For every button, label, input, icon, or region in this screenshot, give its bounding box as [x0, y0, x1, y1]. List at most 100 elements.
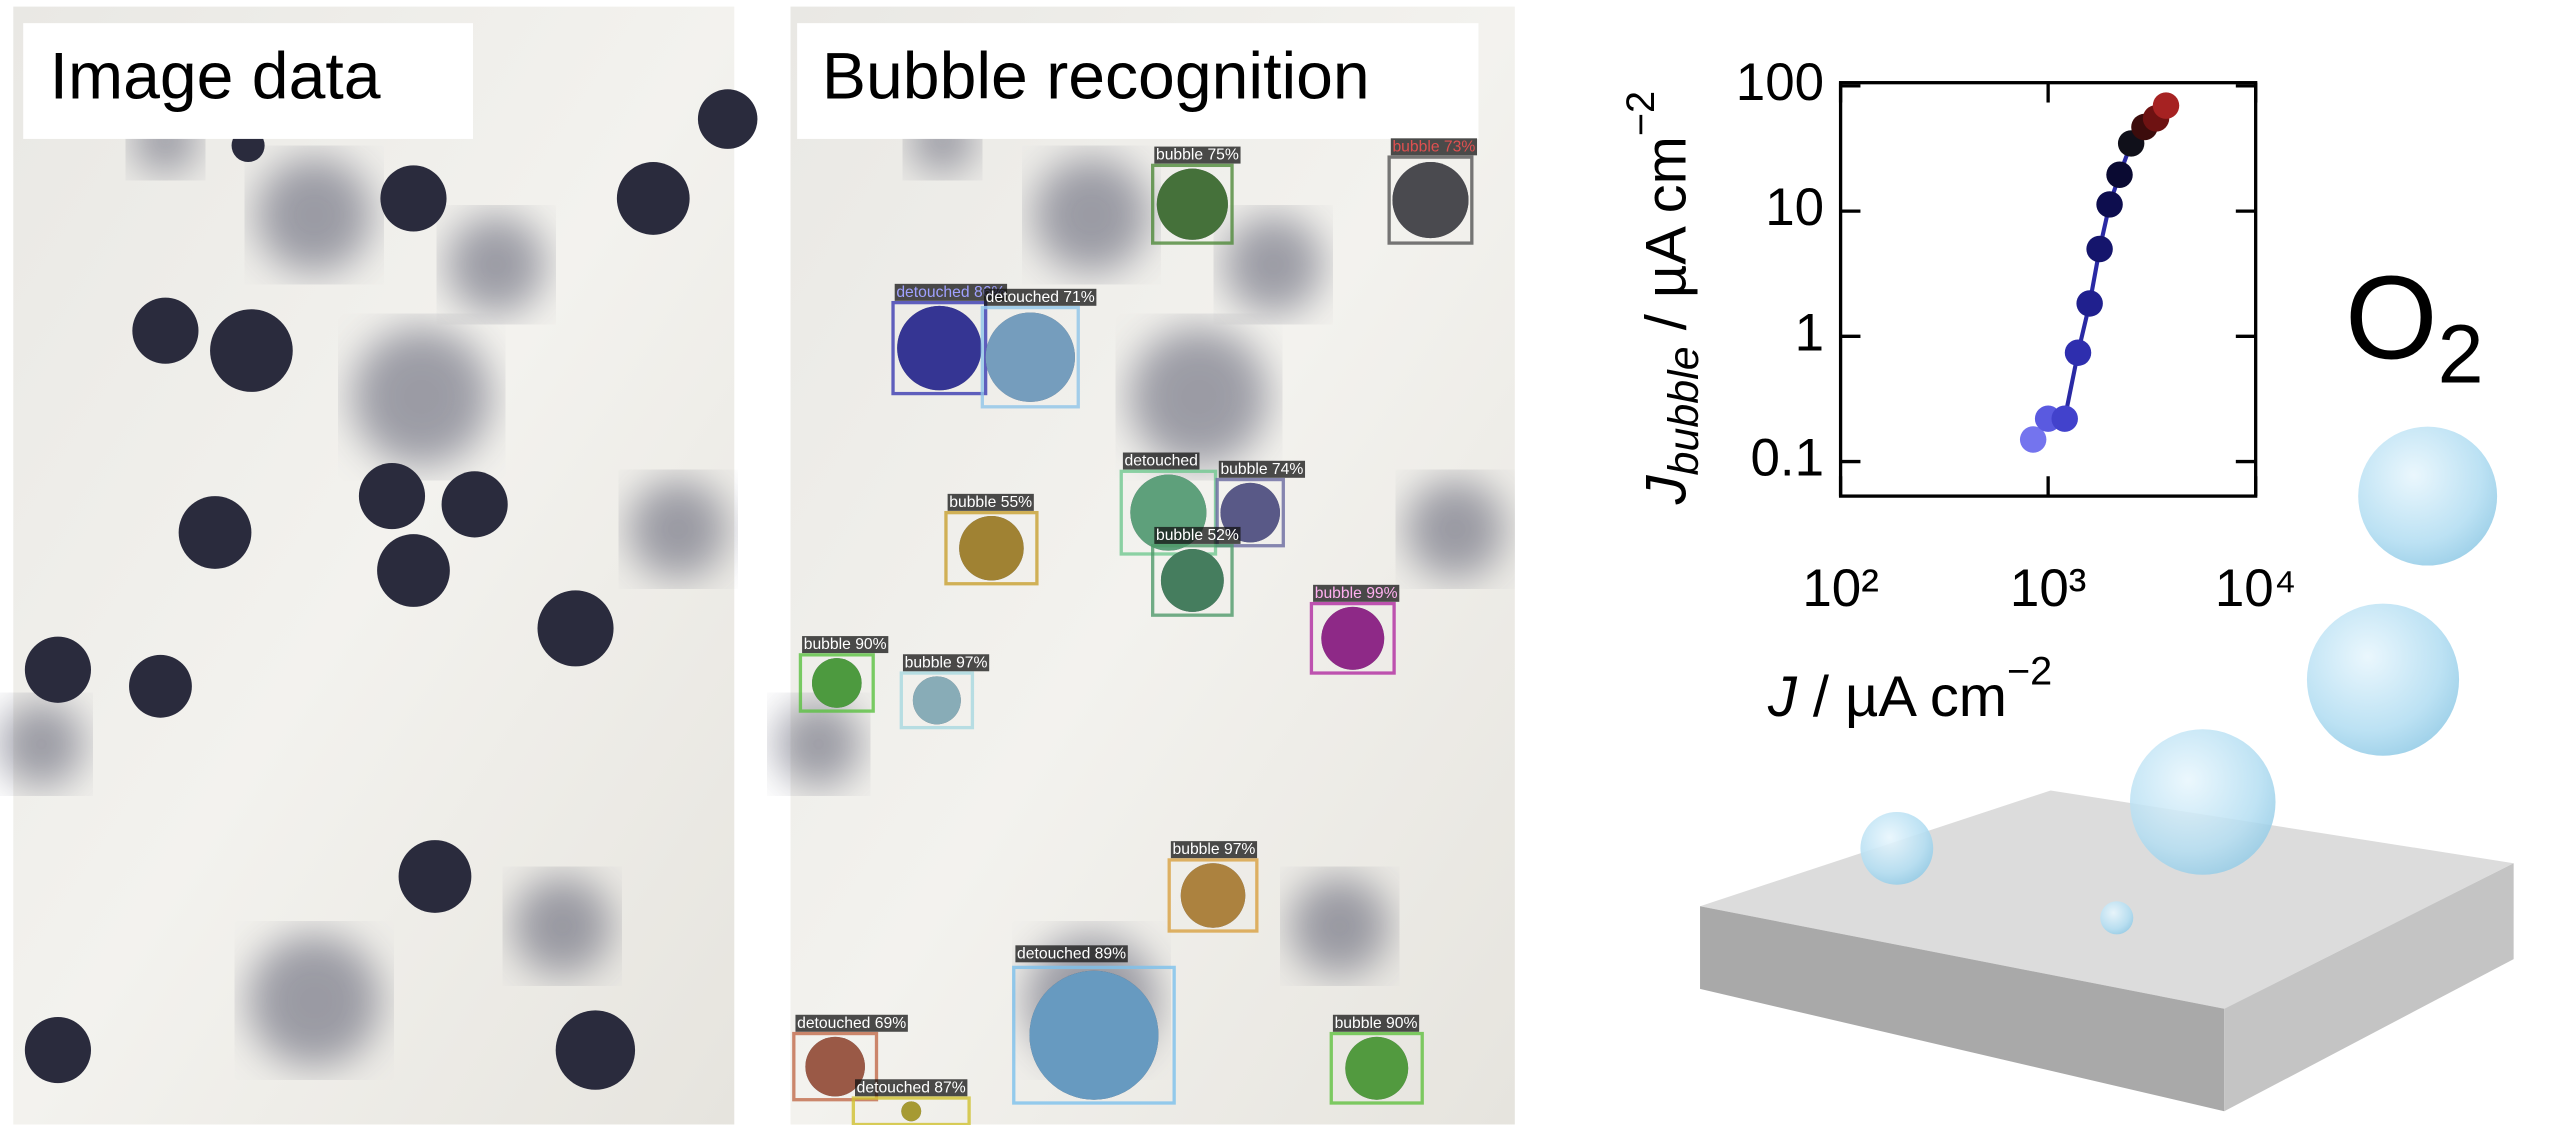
label-box [23, 23, 474, 139]
bubble [129, 654, 192, 718]
bounding-box [792, 1031, 879, 1102]
bounding-box [1167, 858, 1259, 933]
data-point [2051, 405, 2078, 432]
detection-label: bubble 74% [1220, 461, 1303, 478]
x-tick-label: 10² [1802, 559, 1878, 618]
mask [1029, 970, 1159, 1100]
blurred-bubble [1289, 876, 1390, 976]
blurred-bubble [256, 157, 373, 273]
x-label-exponent: −2 [2007, 650, 2052, 694]
bounding-box [1215, 477, 1285, 548]
y-tick-label: 100 [1736, 53, 1824, 112]
mask [959, 515, 1024, 581]
bubble [441, 471, 508, 538]
bubble [2100, 901, 2134, 935]
data-point [2106, 161, 2133, 188]
mask [1156, 168, 1228, 240]
blurred-bubble [352, 327, 492, 467]
data-point [2019, 426, 2047, 453]
label-background [795, 1014, 908, 1032]
bubble [178, 496, 252, 569]
mask [901, 1101, 922, 1122]
bubble [24, 636, 92, 703]
y-tick-label: 0.1 [1750, 429, 1824, 488]
y-label-unit: / µA cm [1635, 136, 1699, 346]
detection-label: detouched [1125, 453, 1198, 470]
detection-label: bubble 55% [949, 494, 1032, 511]
panel-label: Bubble recognition [822, 39, 1370, 113]
mask [1392, 162, 1469, 239]
detection-label: bubble 75% [1156, 147, 1239, 164]
label-background [902, 654, 990, 672]
bubble [380, 165, 447, 232]
detection-label: detouched 87% [857, 1079, 966, 1096]
o2-label: O2 [2345, 252, 2484, 400]
image-panel [0, 6, 758, 1125]
blurred-bubble [1033, 157, 1150, 273]
bounding-box [1329, 1031, 1424, 1105]
bounding-box [1151, 544, 1234, 617]
y-tick-label: 1 [1795, 303, 1824, 362]
bounding-box [980, 305, 1080, 409]
bounding-box [798, 653, 875, 713]
blurred-bubble [628, 479, 728, 579]
blurred-bubble [775, 701, 862, 788]
label-background [1015, 945, 1128, 963]
blurred-bubble [446, 214, 546, 315]
x-tick-label: 10⁴ [2215, 559, 2297, 618]
label-background [1170, 841, 1258, 859]
label-background [1390, 138, 1478, 156]
o2-subscript: 2 [2438, 307, 2484, 400]
bounding-box [1309, 601, 1396, 675]
detection-label: bubble 73% [1392, 138, 1475, 155]
x-tick-label: 10³ [2010, 559, 2086, 618]
detection-label: bubble 90% [804, 636, 887, 653]
x-label-symbol: J [1767, 665, 1798, 729]
y-label-symbol: J [1635, 474, 1699, 505]
o2-species: O [2345, 252, 2438, 385]
data-point [2152, 92, 2180, 119]
label-background [1218, 460, 1306, 478]
mask [897, 305, 982, 391]
label-background [947, 493, 1034, 511]
bubble [132, 297, 199, 364]
slab-side [2224, 863, 2514, 1112]
panel-label: Image data [50, 39, 381, 113]
detection-label: detouched 86% [896, 284, 1005, 301]
bubble [24, 1017, 92, 1084]
electrode-illustration: O2 [1700, 252, 2514, 1112]
bubble [210, 309, 293, 392]
blurred-bubble [1405, 479, 1505, 579]
label-background [1313, 584, 1400, 602]
label-background [983, 288, 1097, 306]
mask [1180, 863, 1246, 928]
label-background [1122, 452, 1200, 470]
data-point [2096, 191, 2123, 218]
blurred-bubble [0, 701, 85, 788]
bubble [398, 840, 472, 913]
mask [1321, 606, 1385, 670]
bounding-box [1151, 163, 1234, 245]
mask [985, 312, 1075, 402]
x-label-unit: / µA cm [1797, 665, 2007, 729]
blurred-bubble [1129, 327, 1269, 467]
detection-label: bubble 90% [1335, 1015, 1418, 1032]
x-axis-label: J / µA cm−2 [1767, 650, 2052, 729]
bubble [1860, 811, 1934, 885]
mask [1160, 549, 1224, 612]
chart: 0.1 1 10 100 10² 10³ 10⁴ [1736, 53, 2297, 618]
bounding-box [899, 671, 975, 730]
label-box [797, 23, 1479, 139]
bounding-box [1387, 155, 1474, 245]
photo-background [13, 6, 735, 1125]
label-background [802, 636, 889, 654]
detection-label: bubble 99% [1315, 585, 1398, 602]
detections: bubble 75% bubble 73% detouched 86% detouch… [792, 138, 1478, 1125]
mask [912, 676, 961, 725]
label-background [855, 1079, 968, 1097]
detection-label: detouched 69% [797, 1015, 906, 1032]
detection-label: detouched 89% [1017, 945, 1126, 962]
y-label-exponent: −2 [1619, 91, 1663, 136]
